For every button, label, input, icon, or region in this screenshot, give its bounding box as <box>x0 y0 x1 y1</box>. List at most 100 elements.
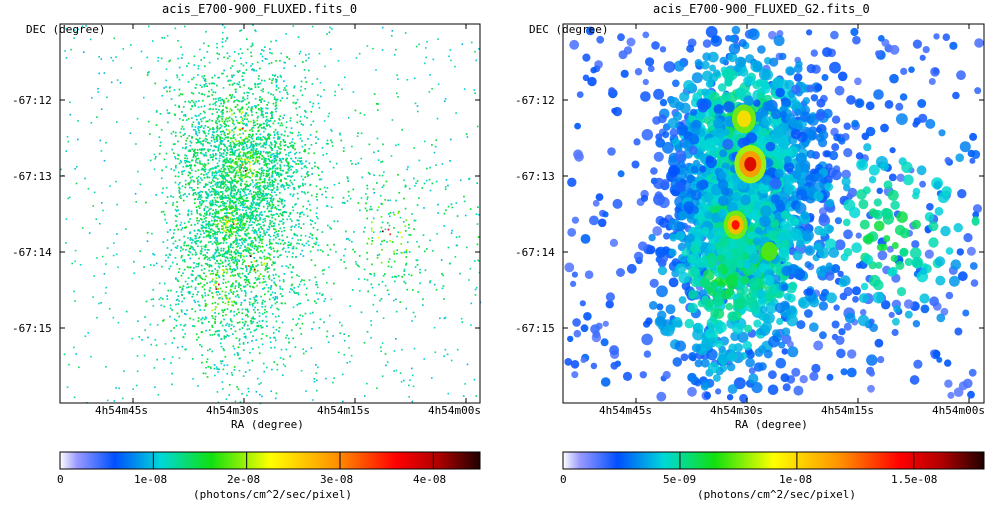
image-pixel <box>373 294 376 297</box>
image-pixel <box>216 162 219 165</box>
image-pixel <box>206 197 209 199</box>
image-pixel <box>240 284 242 287</box>
image-pixel <box>300 85 302 88</box>
image-pixel <box>225 212 227 215</box>
image-pixel <box>226 257 229 260</box>
image-pixel <box>239 179 242 181</box>
image-pixel <box>194 114 197 117</box>
image-pixel <box>226 157 228 160</box>
image-pixel <box>207 365 210 368</box>
image-pixel <box>283 185 285 187</box>
image-pixel <box>214 248 217 251</box>
image-pixel <box>221 98 223 101</box>
image-pixel <box>270 213 273 216</box>
image-pixel <box>253 231 255 233</box>
image-pixel <box>280 159 282 162</box>
image-pixel <box>342 373 344 376</box>
image-pixel <box>247 216 250 219</box>
image-pixel <box>267 137 270 140</box>
image-pixel <box>215 239 217 242</box>
image-pixel <box>206 206 209 209</box>
image-pixel <box>445 209 447 212</box>
image-pixel <box>254 106 257 109</box>
image-pixel <box>154 386 156 388</box>
image-pixel <box>197 263 200 266</box>
image-pixel <box>267 185 270 188</box>
image-pixel <box>199 198 201 201</box>
image-pixel <box>292 25 295 27</box>
image-pixel <box>194 223 196 226</box>
image-pixel <box>177 175 180 178</box>
image-pixel <box>235 144 237 146</box>
image-pixel <box>319 188 321 190</box>
image-pixel <box>243 279 246 281</box>
image-pixel <box>341 88 343 90</box>
image-pixel <box>285 85 288 87</box>
image-pixel <box>270 248 272 250</box>
image-pixel <box>192 121 195 123</box>
image-pixel <box>252 320 255 323</box>
image-pixel <box>361 176 364 179</box>
image-pixel <box>254 124 257 127</box>
image-pixel <box>241 263 244 266</box>
image-pixel <box>214 154 217 156</box>
image-pixel <box>211 213 214 215</box>
image-pixel <box>279 144 282 147</box>
image-pixel <box>236 246 238 248</box>
image-pixel <box>225 151 228 154</box>
image-pixel <box>285 211 288 214</box>
image-pixel <box>255 203 257 205</box>
image-pixel <box>233 310 235 313</box>
image-pixel <box>266 267 269 269</box>
image-pixel <box>169 315 171 318</box>
image-pixel <box>242 321 244 324</box>
image-pixel <box>213 212 216 214</box>
image-pixel <box>289 263 291 266</box>
image-pixel <box>79 264 82 266</box>
image-pixel <box>385 364 387 367</box>
image-pixel <box>216 111 218 114</box>
image-pixel <box>275 320 278 323</box>
image-pixel <box>246 279 248 282</box>
image-pixel <box>211 292 213 294</box>
image-pixel <box>257 223 260 225</box>
image-pixel <box>270 162 273 164</box>
image-pixel <box>275 242 277 244</box>
image-pixel <box>236 228 239 231</box>
image-pixel <box>198 236 201 238</box>
image-pixel <box>405 250 408 252</box>
image-pixel <box>251 213 253 216</box>
image-pixel <box>238 109 241 112</box>
image-pixel <box>131 337 134 340</box>
image-pixel <box>159 141 162 144</box>
image-pixel <box>279 124 282 127</box>
image-pixel <box>331 141 333 144</box>
image-pixel <box>184 160 186 162</box>
image-pixel <box>280 201 283 203</box>
image-pixel <box>209 168 212 170</box>
image-pixel <box>253 232 256 234</box>
image-pixel <box>244 202 246 205</box>
image-pixel <box>251 134 254 137</box>
image-pixel <box>271 185 274 187</box>
image-pixel <box>311 105 314 108</box>
image-pixel <box>237 189 239 192</box>
image-pixel <box>243 115 246 117</box>
image-pixel <box>454 256 457 258</box>
image-pixel <box>249 170 252 172</box>
image-pixel <box>223 204 226 207</box>
image-pixel <box>205 83 207 85</box>
image-pixel <box>212 159 214 161</box>
image-pixel <box>315 241 318 244</box>
image-pixel <box>185 165 188 168</box>
image-pixel <box>146 56 149 59</box>
image-pixel <box>242 343 245 345</box>
image-pixel <box>215 306 217 308</box>
image-pixel <box>274 302 277 305</box>
image-pixel <box>252 304 254 307</box>
image-pixel <box>356 135 359 137</box>
image-pixel <box>274 218 277 221</box>
image-pixel <box>155 156 157 158</box>
image-pixel <box>245 276 248 279</box>
image-pixel <box>268 274 271 277</box>
